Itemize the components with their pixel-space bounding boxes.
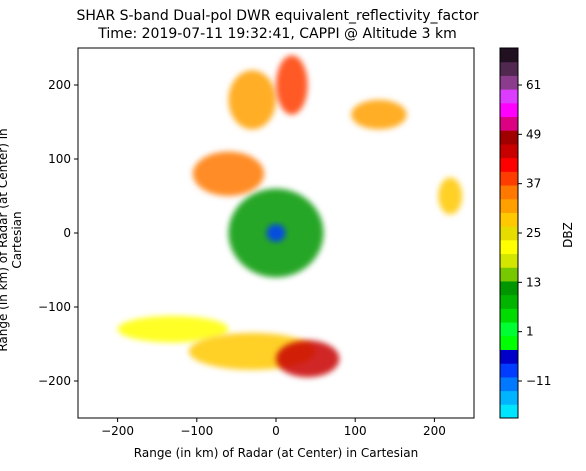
colorbar-segment: [500, 75, 518, 90]
echo-region-4: [276, 55, 308, 115]
colorbar-segment: [500, 143, 518, 159]
y-tick-label: 100: [48, 152, 71, 166]
colorbar-tick-label: 1: [526, 325, 534, 339]
colorbar-segment: [500, 390, 518, 405]
colorbar-segment: [500, 267, 518, 282]
y-tick-label: 200: [48, 78, 71, 92]
echo-region-2: [192, 151, 265, 196]
colorbar-tick-label: 49: [526, 127, 541, 141]
colorbar-segment: [500, 157, 518, 172]
colorbar-tick-label: 25: [526, 226, 541, 240]
y-tick-label: −100: [38, 300, 71, 314]
echo-region-3: [228, 70, 276, 130]
x-axis: −200 −100 0 100 200: [101, 418, 446, 438]
x-tick-label: 0: [272, 424, 280, 438]
colorbar-segment: [500, 198, 518, 213]
x-tick-label: −100: [180, 424, 213, 438]
echo-region-1: [266, 224, 286, 242]
colorbar-segment: [500, 404, 518, 419]
colorbar-segment: [500, 130, 518, 145]
colorbar-segment: [500, 322, 518, 337]
echo-region-6: [117, 315, 229, 343]
x-axis-label: Range (in km) of Radar (at Center) in Ca…: [133, 446, 419, 460]
colorbar-segment: [500, 376, 518, 392]
colorbar-tick-label: 13: [526, 275, 541, 289]
echo-region-5: [351, 99, 407, 130]
colorbar-segment: [500, 239, 518, 255]
x-tick-label: 100: [344, 424, 367, 438]
y-axis-label: Range (in km) of Radar (at Center) in Ca…: [0, 128, 24, 352]
echo-layer: [117, 55, 463, 378]
colorbar-tick-label: −11: [526, 374, 551, 388]
colorbar-segment: [500, 226, 518, 241]
colorbar-segment: [500, 185, 518, 200]
colorbar-segment: [500, 61, 518, 76]
echo-region-9: [438, 177, 463, 215]
colorbar-segment: [500, 89, 518, 104]
colorbar-segment: [500, 212, 518, 227]
echo-region-8: [276, 340, 340, 378]
colorbar-label: DBZ: [561, 222, 575, 248]
x-tick-label: −200: [101, 424, 134, 438]
x-tick-label: 200: [423, 424, 446, 438]
colorbar-segment: [500, 280, 518, 296]
chart-subtitle: Time: 2019-07-11 19:32:41, CAPPI @ Altit…: [98, 26, 457, 42]
chart-title: SHAR S-band Dual-pol DWR equivalent_refl…: [76, 8, 479, 24]
colorbar-segment: [500, 308, 518, 323]
colorbar: −11 1 13 25 37 49 61: [499, 47, 551, 419]
y-tick-label: 0: [63, 226, 71, 240]
colorbar-segment: [500, 171, 518, 186]
colorbar-segment: [500, 48, 518, 63]
colorbar-segment: [500, 294, 518, 309]
colorbar-segment: [500, 116, 518, 131]
y-tick-label: −200: [38, 374, 71, 388]
colorbar-segment: [500, 253, 518, 268]
colorbar-segment: [500, 363, 518, 378]
colorbar-segment: [500, 349, 518, 364]
colorbar-tick-label: 61: [526, 78, 541, 92]
colorbar-tick-label: 37: [526, 177, 541, 191]
colorbar-segment: [500, 335, 518, 350]
y-axis: −200 −100 0 100 200: [38, 78, 78, 388]
colorbar-segment: [500, 102, 518, 118]
